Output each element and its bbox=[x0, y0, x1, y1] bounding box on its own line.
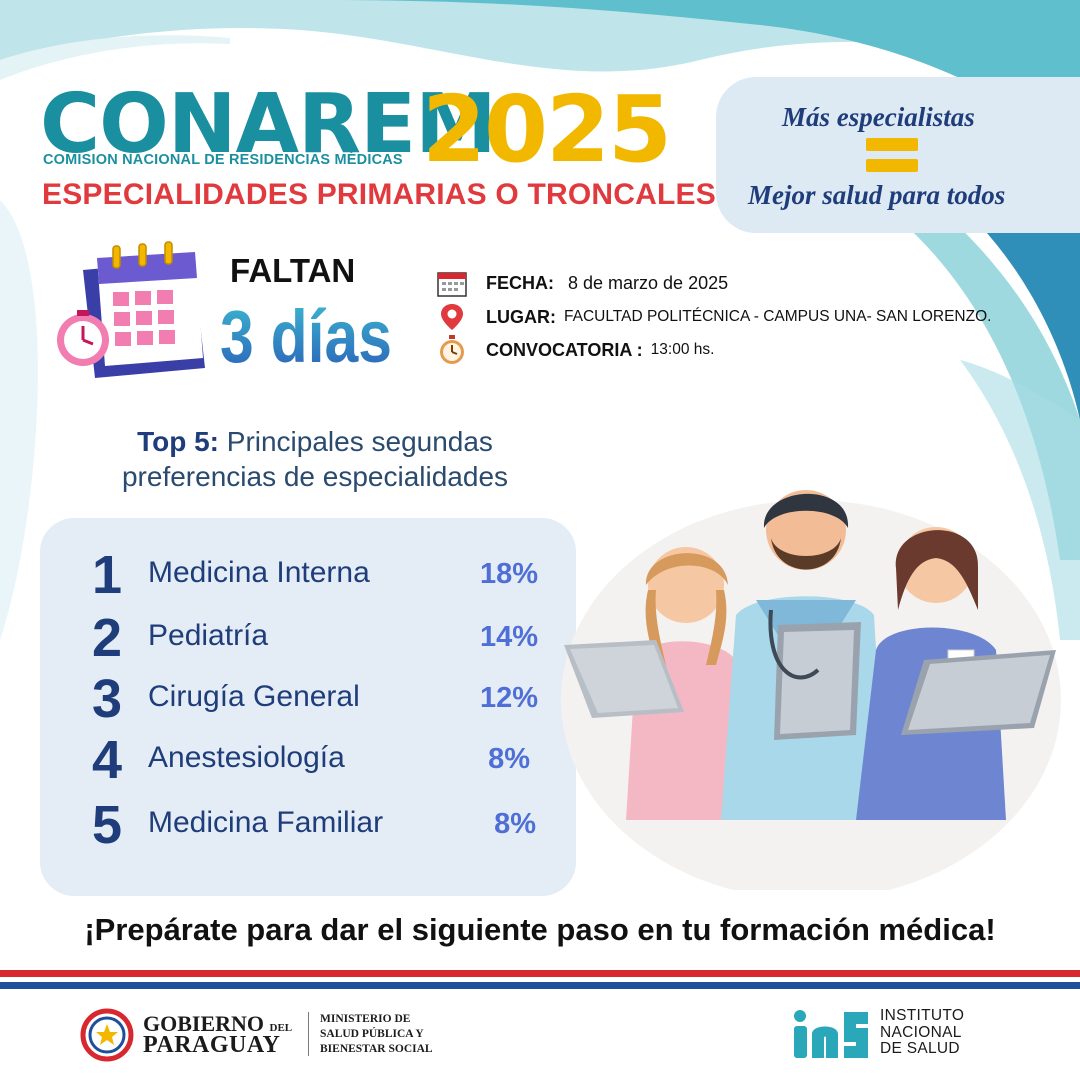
date-label: FECHA: bbox=[486, 272, 554, 293]
conarem-title: CONAREM bbox=[40, 77, 497, 172]
gobierno-emblem-icon bbox=[80, 1008, 134, 1062]
flag-stripe-white bbox=[0, 977, 1080, 982]
ranking-row-4: 4 Anestesiología 8% bbox=[92, 733, 552, 793]
place-label: LUGAR: bbox=[486, 306, 556, 327]
ins-line-3: DE SALUD bbox=[880, 1040, 960, 1058]
rank-specialty: Cirugía General bbox=[148, 680, 360, 713]
rank-number: 5 bbox=[92, 795, 123, 855]
gobierno-del: DEL bbox=[269, 1022, 293, 1034]
rank-number: 2 bbox=[92, 608, 123, 668]
ranking-row-3: 3 Cirugía General 12% bbox=[92, 672, 552, 732]
ranking-row-1: 1 Medicina Interna 18% bbox=[92, 548, 552, 608]
conarem-subtitle: COMISION NACIONAL DE RESIDENCIAS MÉDICAS bbox=[43, 152, 403, 168]
rank-specialty: Pediatría bbox=[148, 619, 269, 652]
countdown-label: FALTAN bbox=[230, 252, 356, 289]
event-call-row: CONVOCATORIA : 13:00 hs. bbox=[436, 335, 714, 365]
ins-line-2: NACIONAL bbox=[880, 1023, 962, 1041]
ins-line-1: INSTITUTO bbox=[880, 1007, 965, 1024]
gobierno-word: GOBIERNO bbox=[143, 1011, 265, 1036]
gobierno-line-1: GOBIERNO DEL bbox=[143, 1011, 292, 1037]
conarem-year: 2025 bbox=[422, 76, 672, 183]
ranking-row-2: 2 Pediatría 14% bbox=[92, 611, 552, 671]
stopwatch-icon bbox=[440, 335, 464, 364]
calendar-small-icon bbox=[437, 272, 467, 297]
ranking-card bbox=[40, 518, 576, 896]
place-value: FACULTAD POLITÉCNICA - CAMPUS UNA- SAN L… bbox=[564, 308, 992, 325]
rank-specialty: Anestesiología bbox=[148, 741, 345, 774]
location-pin-icon bbox=[441, 304, 463, 330]
ranking-heading-bold: Top 5: bbox=[137, 426, 219, 457]
motto-line-2: Mejor salud para todos bbox=[748, 180, 1006, 210]
ranking-heading-line1: Principales segundas bbox=[226, 426, 493, 457]
category-title: ESPECIALIDADES PRIMARIAS O TRONCALES bbox=[42, 178, 716, 211]
ministerio-line-2: SALUD PÚBLICA Y bbox=[320, 1027, 424, 1040]
ranking-heading: Top 5: Principales segundas preferencias… bbox=[60, 424, 570, 494]
motto-box bbox=[716, 77, 1080, 233]
ranking-row-5: 5 Medicina Familiar 8% bbox=[92, 798, 552, 858]
equals-icon bbox=[866, 138, 918, 172]
date-value: 8 de marzo de 2025 bbox=[568, 272, 729, 293]
calendar-icon bbox=[57, 241, 205, 378]
flag-stripe-red bbox=[0, 970, 1080, 977]
motto-line-1: Más especialistas bbox=[782, 102, 975, 132]
doctors-illustration bbox=[561, 490, 1061, 890]
rank-number: 3 bbox=[92, 669, 123, 729]
rank-number: 1 bbox=[92, 545, 123, 605]
rank-percentage: 12% bbox=[479, 682, 538, 714]
call-value: 13:00 hs. bbox=[650, 341, 715, 358]
rank-specialty: Medicina Familiar bbox=[148, 806, 384, 839]
call-to-action: ¡Prepárate para dar el siguiente paso en… bbox=[84, 912, 996, 947]
event-date-row: FECHA: 8 de marzo de 2025 bbox=[436, 268, 728, 298]
event-place-row: LUGAR: FACULTAD POLITÉCNICA - CAMPUS UNA… bbox=[436, 302, 991, 332]
ins-name: INSTITUTO NACIONAL DE SALUD bbox=[880, 1007, 965, 1058]
rank-percentage: 18% bbox=[479, 558, 538, 590]
rank-number: 4 bbox=[92, 730, 123, 790]
ministerio-line-3: BIENESTAR SOCIAL bbox=[320, 1042, 433, 1055]
call-label: CONVOCATORIA : bbox=[486, 339, 643, 360]
rank-specialty: Medicina Interna bbox=[148, 556, 370, 589]
countdown-value: 3 días bbox=[220, 295, 393, 378]
ins-logo-icon bbox=[794, 1010, 868, 1058]
ministerio-line-1: MINISTERIO DE bbox=[320, 1013, 411, 1025]
ranking-heading-line2: preferencias de especialidades bbox=[121, 461, 509, 492]
flag-stripe-blue bbox=[0, 982, 1080, 989]
rank-percentage: 8% bbox=[494, 808, 536, 840]
ministerio-name: MINISTERIO DE SALUD PÚBLICA Y BIENESTAR … bbox=[320, 1012, 433, 1057]
rank-percentage: 8% bbox=[488, 743, 530, 775]
gobierno-line-2: PARAGUAY bbox=[143, 1032, 281, 1058]
rank-percentage: 14% bbox=[479, 621, 538, 653]
footer-divider bbox=[308, 1012, 309, 1056]
